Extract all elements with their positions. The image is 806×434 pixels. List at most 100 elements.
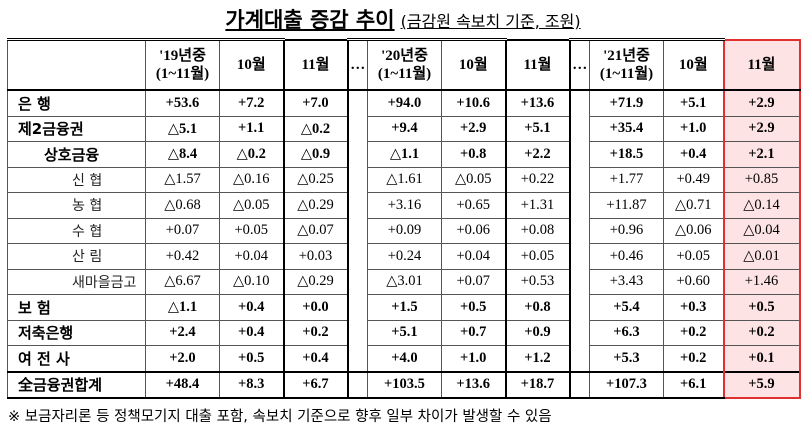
value-cell: +0.0	[282, 294, 349, 321]
column-header: '20년중 (1~11월)	[367, 38, 442, 91]
table-row: 은 행 +53.6 +7.2 +7.0 +94.0 +10.6 +13.6 +71.9 +5.1…	[7, 89, 801, 117]
separator-cell	[347, 167, 368, 193]
table-row: 산 림 +0.42 +0.04 +0.03 +0.24 +0.04 +0.05 +0.46 +0…	[7, 243, 801, 270]
separator-cell	[347, 294, 368, 320]
value-cell: +1.1	[219, 115, 284, 142]
value-cell: +0.05	[219, 217, 284, 244]
table-row: 상호금융 △8.4 △0.2 △0.9 △1.1 +0.8 +2.2 +18.5 +0.4 +2.…	[7, 141, 801, 168]
separator-cell	[347, 320, 368, 346]
value-cell: +0.07	[145, 217, 220, 244]
header-row: '19년중 (1~11월) 10월 11월… '20년중 (1~11월) 10월 11월……	[7, 38, 801, 91]
value-cell: △0.05	[219, 192, 284, 219]
separator-cell	[569, 167, 590, 193]
value-cell: +5.1	[504, 115, 571, 142]
separator-cell	[347, 243, 368, 269]
value-cell: △0.10	[219, 268, 284, 295]
value-cell: +2.0	[145, 345, 220, 372]
value-cell: +5.1	[367, 319, 442, 346]
value-cell: △0.05	[441, 166, 506, 193]
value-cell: +3.43	[589, 268, 664, 295]
value-cell: △0.25	[282, 166, 349, 193]
value-cell: +3.16	[367, 192, 442, 219]
value-cell: +0.1	[722, 345, 801, 372]
value-cell: △1.1	[367, 141, 442, 168]
value-cell: △0.68	[145, 192, 220, 219]
separator-cell	[347, 345, 368, 372]
value-cell: +10.6	[441, 89, 506, 117]
value-cell: +0.2	[663, 319, 724, 346]
table-row: 수 협 +0.07 +0.05 △0.07 +0.09 +0.06 +0.08 +0.96 △0…	[7, 217, 801, 244]
title: 가계대출 증감 추이	[225, 8, 395, 32]
column-separator: …	[569, 38, 590, 91]
row-label: 수 협	[7, 217, 146, 244]
row-label: 새마을금고	[7, 268, 146, 295]
value-cell: +2.9	[441, 115, 506, 142]
value-cell: +0.53	[504, 268, 571, 295]
value-cell: +1.31	[504, 192, 571, 219]
value-cell: +103.5	[367, 370, 442, 399]
value-cell: △0.29	[282, 268, 349, 295]
value-cell: △0.16	[219, 166, 284, 193]
value-cell: △0.06	[663, 217, 724, 244]
loan-table: '19년중 (1~11월) 10월 11월… '20년중 (1~11월) 10월 11월……	[7, 38, 801, 399]
value-cell: +0.24	[367, 243, 442, 270]
separator-cell	[347, 218, 368, 244]
column-header: 10월	[219, 38, 284, 91]
value-cell: +2.1	[722, 141, 801, 168]
value-cell: +0.5	[219, 345, 284, 372]
value-cell: +7.2	[219, 89, 284, 117]
row-label: 여 전 사	[7, 345, 146, 372]
value-cell: +0.3	[663, 294, 724, 321]
value-cell: +0.49	[663, 166, 724, 193]
value-cell: +0.4	[219, 319, 284, 346]
value-cell: △5.1	[145, 115, 220, 142]
value-cell: +11.87	[589, 192, 664, 219]
value-cell: +8.3	[219, 370, 284, 399]
row-label: 全금융권합계	[7, 370, 146, 399]
separator-cell	[569, 370, 590, 399]
footnote: ※ 보금자리론 등 정책모기지 대출 포함, 속보치 기준으로 향후 일부 차이…	[8, 409, 552, 425]
value-cell: +0.2	[282, 319, 349, 346]
separator-cell	[569, 345, 590, 372]
value-cell: +5.4	[589, 294, 664, 321]
value-cell: +18.7	[504, 370, 571, 399]
row-label: 저축은행	[7, 319, 146, 346]
value-cell: +0.60	[663, 268, 724, 295]
value-cell: +0.9	[504, 319, 571, 346]
value-cell: +1.2	[504, 345, 571, 372]
value-cell: △0.01	[722, 243, 801, 270]
column-header: 10월	[663, 38, 724, 91]
value-cell: △8.4	[145, 141, 220, 168]
value-cell: +0.05	[663, 243, 724, 270]
value-cell: △0.14	[722, 192, 801, 219]
value-cell: +0.05	[504, 243, 571, 270]
value-cell: +0.7	[441, 319, 506, 346]
separator-cell	[347, 141, 368, 167]
value-cell: +1.5	[367, 294, 442, 321]
value-cell: +5.1	[663, 89, 724, 117]
value-cell: +71.9	[589, 89, 664, 117]
separator-cell	[347, 192, 368, 218]
separator-cell	[347, 269, 368, 295]
value-cell: +0.2	[722, 319, 801, 346]
value-cell: +1.0	[663, 115, 724, 142]
table-row: 새마을금고 △6.67 △0.10 △0.29 △3.01 +0.07 +0.53 +3.43…	[7, 268, 801, 295]
value-cell: +0.04	[441, 243, 506, 270]
value-cell: +18.5	[589, 141, 664, 168]
value-cell: +0.96	[589, 217, 664, 244]
column-header: 11월	[282, 38, 349, 91]
value-cell: +0.03	[282, 243, 349, 270]
value-cell: △3.01	[367, 268, 442, 295]
value-cell: +0.46	[589, 243, 664, 270]
value-cell: +0.07	[441, 268, 506, 295]
value-cell: +2.9	[722, 89, 801, 117]
column-header: 11월	[722, 38, 801, 91]
value-cell: +53.6	[145, 89, 220, 117]
corner	[7, 38, 146, 91]
table-row: 신 협 △1.57 △0.16 △0.25 △1.61 △0.05 +0.22 +1.77 +0…	[7, 166, 801, 193]
column-header: '19년중 (1~11월)	[145, 38, 220, 91]
value-cell: +0.09	[367, 217, 442, 244]
row-label: 신 협	[7, 166, 146, 193]
separator-cell	[347, 116, 368, 142]
